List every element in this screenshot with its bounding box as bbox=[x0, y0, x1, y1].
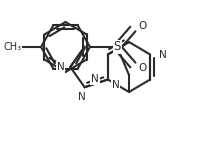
Text: S: S bbox=[114, 40, 121, 53]
Text: CH₃: CH₃ bbox=[3, 42, 22, 52]
Text: O: O bbox=[139, 21, 147, 31]
Text: N: N bbox=[78, 92, 85, 102]
Text: N: N bbox=[91, 74, 99, 84]
Text: N: N bbox=[159, 50, 167, 59]
Text: O: O bbox=[139, 63, 147, 73]
Text: N: N bbox=[57, 62, 64, 72]
Text: N: N bbox=[112, 80, 120, 90]
